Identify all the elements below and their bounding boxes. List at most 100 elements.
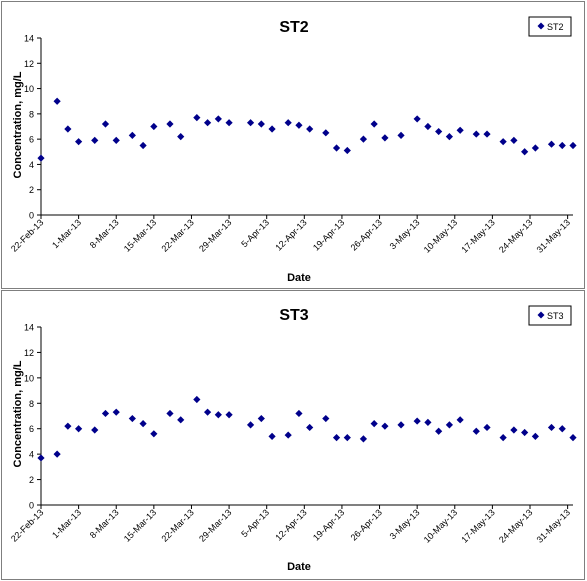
data-point [53,450,61,458]
legend-box [528,16,572,37]
x-tick-label: 26-Apr-13 [349,217,384,252]
x-tick-label: 31-May-13 [535,507,572,544]
x-tick-label: 17-May-13 [459,507,496,544]
x-tick-label: 29-Mar-13 [197,217,233,253]
x-axis-label: Date [287,561,311,573]
legend-label: ST2 [547,22,564,32]
data-point [284,431,292,439]
data-point [246,119,255,127]
chart-panel-st3: ST3 Concentration, mg/L Date ST3 0 2 4 6 8 10… [1,290,585,580]
y-tick-label: 14 [24,34,34,44]
x-axis-label: Date [287,272,311,284]
data-point [306,125,314,133]
x-tick-label: 26-Apr-13 [349,507,384,542]
data-point [112,408,120,416]
chart-title: ST3 [279,307,308,324]
x-tick-label: 1-Mar-13 [50,217,83,250]
data-point [150,122,158,131]
data-point [483,130,491,138]
x-tick-label: 29-Mar-13 [197,507,233,543]
y-tick-label: 4 [29,450,34,460]
data-point [193,114,201,122]
data-point [295,121,303,129]
data-point [521,428,529,437]
data-point [91,426,99,434]
x-tick-label: 22-Feb-13 [9,507,45,543]
x-tick-label: 19-Apr-13 [311,507,346,542]
x-tick-label: 8-Mar-13 [88,217,121,250]
legend: ST3 [528,305,572,326]
data-point [112,136,120,145]
x-tick-label: 1-Mar-13 [50,507,83,540]
y-tick-label: 10 [24,84,34,94]
y-tick-label: 0 [29,211,34,221]
data-point [139,141,147,150]
legend-marker-diamond [537,311,545,319]
data-point [569,434,577,442]
x-tick-label: 10-May-13 [422,217,459,254]
data-point [75,138,83,146]
data-point [75,425,83,433]
data-point [203,408,212,416]
chart-panel-st2: ST2 Concentration, mg/L Date ST2 0 2 4 6 8 10… [1,1,585,289]
y-axis-label: Concentration, mg/L [12,71,24,178]
data-point [37,454,45,462]
data-point [397,421,405,429]
y-tick-label: 10 [24,373,34,383]
data-point [472,427,480,435]
y-tick-label: 4 [29,160,34,170]
y-tick-label: 2 [29,475,34,485]
data-point [225,411,233,419]
data-point [472,130,480,138]
data-point [257,120,265,128]
data-point [306,423,314,432]
data-point [332,434,341,442]
y-tick-label: 8 [29,399,34,409]
x-tick-label: 5-Apr-13 [239,507,271,539]
data-point [343,146,351,155]
y-tick-label: 6 [29,135,34,145]
y-tick-label: 0 [29,501,34,511]
data-point [413,417,421,425]
x-tick-label: 24-May-13 [497,507,534,544]
data-point [558,141,566,150]
data-point [510,426,518,434]
data-point [246,421,255,429]
legend-box [528,305,572,326]
legend-marker-diamond [537,22,545,30]
data-point [295,409,303,418]
chart-title: ST2 [279,19,308,36]
y-tick-label: 2 [29,185,34,195]
y-tick-label: 12 [24,348,34,358]
data-point [499,434,507,442]
x-tick-label: 22-Mar-13 [159,507,195,543]
chart-svg-st2: ST2 Concentration, mg/L Date ST2 0 2 4 6 8 10… [9,16,577,284]
data-point [268,125,276,133]
chart-svg-st3: ST3 Concentration, mg/L Date ST3 0 2 4 6 8 10… [9,305,577,573]
data-point [101,120,110,128]
data-point [381,422,389,430]
x-tick-label: 3-May-13 [388,217,422,251]
data-point [128,131,136,139]
data-point [424,418,432,426]
data-point [569,141,577,150]
data-point [166,120,174,128]
data-point [91,136,99,145]
y-tick-label: 12 [24,59,34,69]
data-point [435,127,443,136]
data-point [343,434,351,442]
data-point [547,423,556,432]
data-point [257,414,265,423]
data-point [370,120,378,128]
data-point [268,432,276,440]
data-point [225,119,233,127]
data-point [531,144,539,152]
data-point [193,395,201,404]
y-tick-label: 6 [29,424,34,434]
data-point [139,420,147,428]
x-tick-label: 3-May-13 [388,507,422,541]
x-tick-label: 5-Apr-13 [239,217,271,249]
data-point [547,140,556,148]
data-point [413,115,421,123]
